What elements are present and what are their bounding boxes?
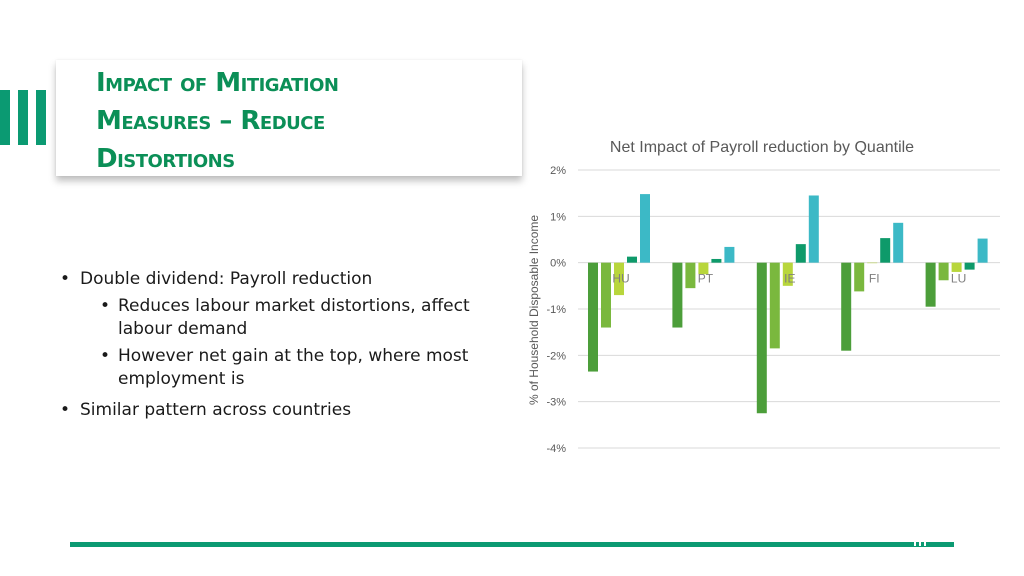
bar (964, 262, 975, 270)
bar (808, 195, 819, 263)
bar (880, 238, 891, 263)
bar (841, 262, 852, 351)
page-title: Impact of Mitigation Measures – Reduce D… (96, 64, 339, 178)
bar (977, 238, 988, 263)
footer-ticks (912, 540, 932, 546)
bar (782, 262, 793, 286)
title-line: Impact of Mitigation (96, 68, 339, 98)
title-line: Distortions (96, 144, 235, 174)
bullet-item: Similar pattern across countries (60, 399, 500, 422)
bar (724, 246, 735, 263)
bar (951, 262, 962, 272)
bullet-list: Double dividend: Payroll reduction Reduc… (60, 268, 500, 422)
y-tick-label: -2% (546, 350, 566, 362)
bar (627, 256, 637, 263)
bar (672, 262, 683, 328)
bar (601, 262, 611, 328)
category-label: IE (784, 272, 795, 286)
bar (925, 262, 936, 307)
y-tick-label: 1% (550, 211, 566, 223)
bars (588, 194, 988, 414)
footer-line (70, 542, 954, 547)
accent-bar (0, 90, 10, 145)
y-tick-label: -3% (546, 397, 566, 409)
bar-chart: Net Impact of Payroll reduction by Quant… (527, 139, 1000, 455)
bullet-item: Double dividend: Payroll reduction Reduc… (60, 268, 500, 391)
bullet-text: Double dividend: Payroll reduction (80, 269, 373, 289)
bar (938, 262, 949, 281)
category-label: LU (951, 272, 966, 286)
y-tick-label: -4% (546, 443, 566, 455)
y-axis-label: % of Household Disposable Income (527, 215, 541, 405)
y-tick-label: -1% (546, 304, 566, 316)
y-tick-label: 0% (550, 258, 566, 270)
bar (588, 262, 598, 372)
title-card: Impact of Mitigation Measures – Reduce D… (56, 60, 522, 176)
title-line: Measures – Reduce (96, 106, 325, 136)
sub-bullet-item: Reduces labour market distortions, affec… (80, 295, 500, 341)
y-tick-labels: 2% 1% 0% -1% -2% -3% -4% (546, 165, 566, 455)
y-tick-label: 2% (550, 165, 566, 177)
chart-title: Net Impact of Payroll reduction by Quant… (610, 139, 914, 156)
bar (711, 258, 722, 263)
bar (698, 262, 709, 275)
category-labels: HU PT IE FI LU (612, 272, 966, 286)
bar (769, 262, 780, 349)
bar (867, 262, 878, 264)
category-label: FI (869, 272, 880, 286)
bar (756, 262, 767, 414)
sub-bullet-list: Reduces labour market distortions, affec… (80, 295, 500, 391)
bar (614, 262, 624, 296)
sub-bullet-item: However net gain at the top, where most … (80, 345, 500, 391)
bar (640, 194, 650, 263)
bar (795, 244, 806, 263)
bullet-text: Similar pattern across countries (80, 400, 352, 420)
bar (685, 262, 696, 289)
bar (893, 222, 904, 263)
category-label: HU (612, 272, 629, 286)
bar (854, 262, 865, 292)
accent-bar (36, 90, 46, 145)
category-label: PT (698, 272, 714, 286)
accent-bar (18, 90, 28, 145)
